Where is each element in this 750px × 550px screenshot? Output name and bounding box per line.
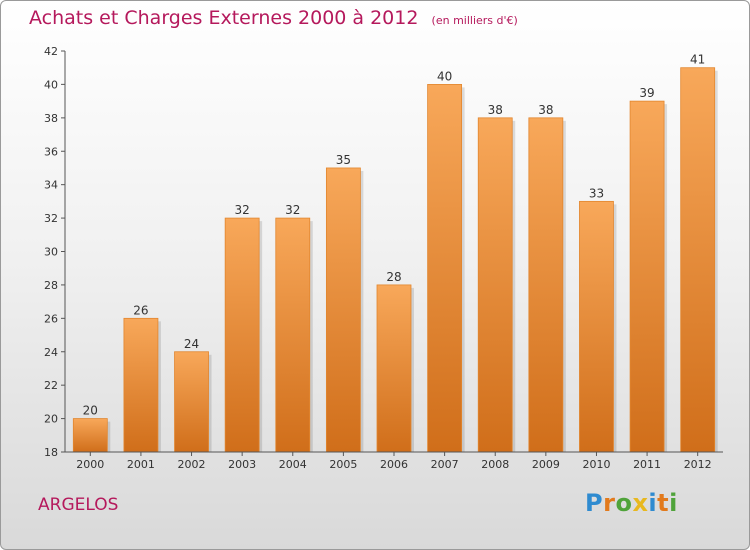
bar — [224, 217, 260, 453]
x-tick-label: 2006 — [380, 458, 408, 471]
x-tick-label: 2012 — [684, 458, 712, 471]
logo-letter: o — [615, 489, 633, 517]
bar — [72, 418, 108, 453]
bar — [376, 284, 412, 453]
x-tick-label: 2005 — [329, 458, 357, 471]
x-tick-label: 2004 — [279, 458, 307, 471]
bar-value-label: 38 — [538, 103, 553, 117]
bar — [427, 84, 463, 453]
x-tick-label: 2010 — [582, 458, 610, 471]
chart-title-block: Achats et Charges Externes 2000 à 2012 (… — [29, 7, 518, 29]
y-tick-label: 20 — [44, 413, 58, 426]
logo-letter: x — [632, 489, 649, 517]
chart-title: Achats et Charges Externes 2000 à 2012 — [29, 7, 419, 29]
bar-value-label: 35 — [336, 153, 351, 167]
bar — [579, 200, 614, 453]
x-tick-label: 2003 — [228, 458, 256, 471]
x-tick-label: 2011 — [633, 458, 661, 471]
logo-letter: t — [657, 489, 670, 517]
bar-value-label: 39 — [639, 86, 654, 100]
bar — [629, 100, 665, 453]
y-tick-label: 40 — [44, 78, 58, 91]
bar — [275, 217, 311, 453]
y-tick-label: 32 — [44, 212, 58, 225]
bar-value-label: 26 — [133, 303, 148, 317]
commune-name: ARGELOS — [38, 495, 119, 515]
bar — [528, 117, 564, 453]
y-tick-label: 26 — [44, 312, 58, 325]
chart-unit: (en milliers d'€) — [431, 14, 518, 27]
y-tick-label: 22 — [44, 379, 58, 392]
y-tick-label: 42 — [44, 45, 58, 58]
bar-value-label: 38 — [488, 103, 503, 117]
y-tick-label: 30 — [44, 246, 58, 259]
logo-letter: r — [603, 489, 616, 517]
axes-layer: 2000 2001 2002 2003 2004 2005 2006 2007 2008 2009… — [44, 45, 723, 471]
y-tick-label: 24 — [44, 346, 58, 359]
bar-value-label: 20 — [83, 404, 98, 418]
y-tick-label: 34 — [44, 179, 58, 192]
y-tick-label: 28 — [44, 279, 58, 292]
x-tick-label: 2002 — [178, 458, 206, 471]
logo-letter: i — [648, 489, 658, 517]
x-tick-label: 2009 — [532, 458, 560, 471]
bar-value-label: 40 — [437, 69, 452, 83]
bar — [680, 67, 716, 453]
bar — [477, 117, 513, 453]
x-tick-label: 2007 — [431, 458, 459, 471]
x-tick-label: 2008 — [481, 458, 509, 471]
bar — [325, 167, 361, 453]
bar-value-label: 41 — [690, 53, 705, 67]
y-tick-label: 38 — [44, 112, 58, 125]
proxiti-logo: Proxiti — [585, 489, 678, 517]
bar — [174, 351, 209, 453]
y-tick-label: 18 — [44, 446, 58, 459]
logo-letter: i — [669, 489, 678, 517]
bar — [123, 317, 159, 453]
x-tick-label: 2000 — [76, 458, 104, 471]
bars-layer: 20 26 24 32 32 35 28 40 38 38 33 39 41 — [72, 53, 718, 453]
logo-letter: P — [585, 489, 604, 517]
bar-value-label: 28 — [386, 270, 401, 284]
bar-value-label: 24 — [184, 337, 199, 351]
y-tick-label: 36 — [44, 145, 58, 158]
bar-value-label: 32 — [235, 203, 250, 217]
bar-value-label: 33 — [589, 186, 604, 200]
x-tick-label: 2001 — [127, 458, 155, 471]
bar-value-label: 32 — [285, 203, 300, 217]
